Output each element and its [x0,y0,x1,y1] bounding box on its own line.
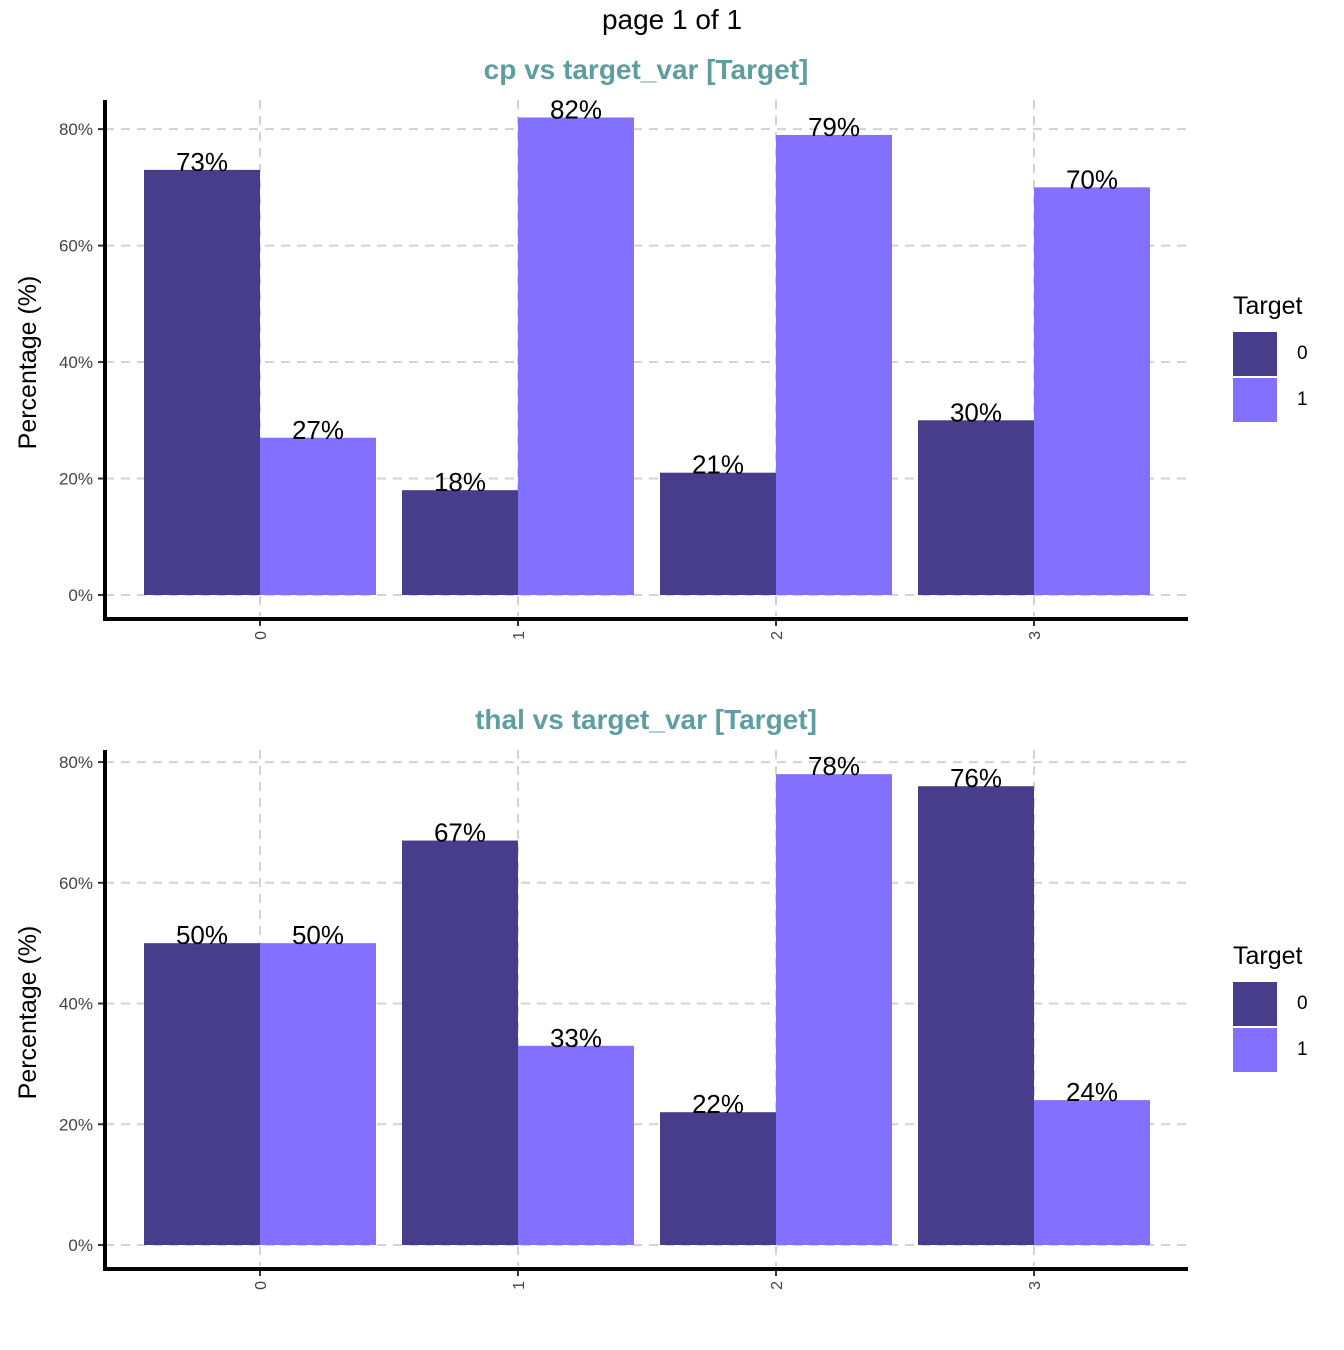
x-tick-label: 0 [253,1281,270,1290]
data-label: 33% [550,1023,602,1053]
data-label: 82% [550,94,602,124]
y-tick-label: 20% [59,1115,93,1134]
legend-label-0: 0 [1297,993,1308,1014]
bar [660,472,776,595]
data-label: 79% [808,112,860,142]
legend-swatch-1 [1233,378,1277,422]
x-tick-label: 1 [511,631,528,640]
data-label: 21% [692,450,744,480]
chart-panel-cp: cp vs target_var [Target] 73% 27% 0 18% 82% 1… [0,50,1344,700]
bar [518,1045,634,1245]
bar [918,786,1034,1245]
x-tick-label: 2 [769,631,786,640]
y-tick-label: 80% [59,753,93,772]
bar [144,169,260,595]
x-tick-label: 2 [769,1281,786,1290]
bar-chart-thal: 50% 50% 0 67% 33% 1 22% 78% 2 76% 24% 3 0% 20% 40% 60% 8… [14,750,1188,1290]
x-tick-label: 0 [253,631,270,640]
data-label: 30% [950,397,1002,427]
bar [402,490,518,595]
bar [1034,1100,1150,1245]
x-tick-label: 3 [1027,1281,1044,1290]
chart-title: thal vs target_var [Target] [475,704,817,735]
bar [518,117,634,596]
legend-label-1: 1 [1297,389,1308,410]
legend-item-0: 0 [1233,331,1308,377]
data-label: 27% [292,415,344,445]
legend-item-1: 1 [1233,1027,1308,1073]
bar-chart-cp: 73%27%018%82%121%79%230%70%30%20%40%60%8… [14,94,1188,640]
legend-label-0: 0 [1297,343,1308,364]
data-label: 73% [176,147,228,177]
data-label: 50% [292,920,344,950]
data-label: 24% [1066,1077,1118,1107]
chart-panel-thal: thal vs target_var [Target] 50% 50% 0 67% 33… [0,700,1344,1350]
data-label: 76% [950,763,1002,793]
legend-swatch-1 [1233,1028,1277,1072]
legend: Target 0 1 [1233,292,1308,423]
bar [260,437,376,595]
page-title: page 1 of 1 [601,4,743,35]
y-tick-label: 80% [59,120,93,139]
legend-item-0: 0 [1233,981,1308,1027]
y-tick-label: 60% [59,874,93,893]
legend-swatch-0 [1233,982,1277,1026]
bar [144,943,260,1245]
data-label: 67% [434,818,486,848]
data-label: 70% [1066,164,1118,194]
chart-title: cp vs target_var [Target] [483,54,809,85]
data-label: 18% [434,467,486,497]
x-tick-label: 1 [511,1281,528,1290]
x-tick-label: 3 [1027,631,1044,640]
bar [776,134,892,596]
legend-item-1: 1 [1233,377,1308,423]
y-tick-label: 20% [59,470,93,489]
legend-swatch-0 [1233,332,1277,376]
legend: Target 0 1 [1233,942,1308,1073]
bar [660,1112,776,1245]
bar [776,774,892,1245]
data-label: 22% [692,1089,744,1119]
legend-label-1: 1 [1297,1039,1308,1060]
y-tick-label: 0% [68,586,93,605]
bar [260,943,376,1245]
data-label: 50% [176,920,228,950]
y-axis-label: Percentage (%) [14,276,42,450]
bar [1034,187,1150,595]
legend-title: Target [1233,292,1303,320]
bar [402,840,518,1245]
y-tick-label: 40% [59,995,93,1014]
bar [918,420,1034,595]
legend-title: Target [1233,942,1303,970]
y-tick-label: 0% [68,1236,93,1255]
y-axis-label: Percentage (%) [14,926,42,1100]
y-tick-label: 60% [59,237,93,256]
data-label: 78% [808,751,860,781]
y-tick-label: 40% [59,353,93,372]
